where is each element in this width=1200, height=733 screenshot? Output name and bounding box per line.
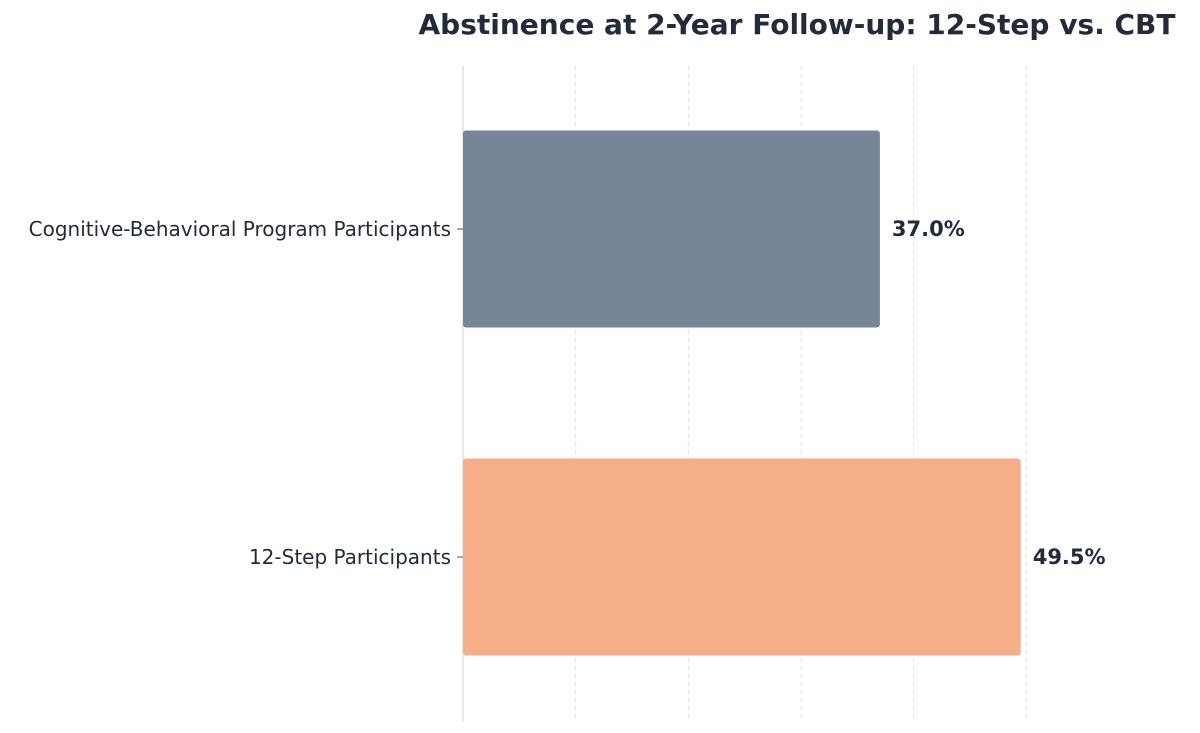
value-label: 37.0%	[892, 217, 965, 241]
value-label: 49.5%	[1033, 545, 1106, 569]
category-label: 12-Step Participants	[249, 545, 451, 569]
bar	[463, 130, 880, 328]
chart-title: Abstinence at 2-Year Follow-up: 12-Step …	[419, 8, 1176, 41]
y-ticks	[457, 228, 463, 558]
value-labels: 37.0% 49.5%	[892, 217, 1106, 569]
category-labels: Cognitive-Behavioral Program Participant…	[29, 217, 451, 569]
category-label: Cognitive-Behavioral Program Participant…	[29, 217, 451, 241]
bar	[463, 458, 1021, 656]
bars	[463, 130, 1021, 656]
